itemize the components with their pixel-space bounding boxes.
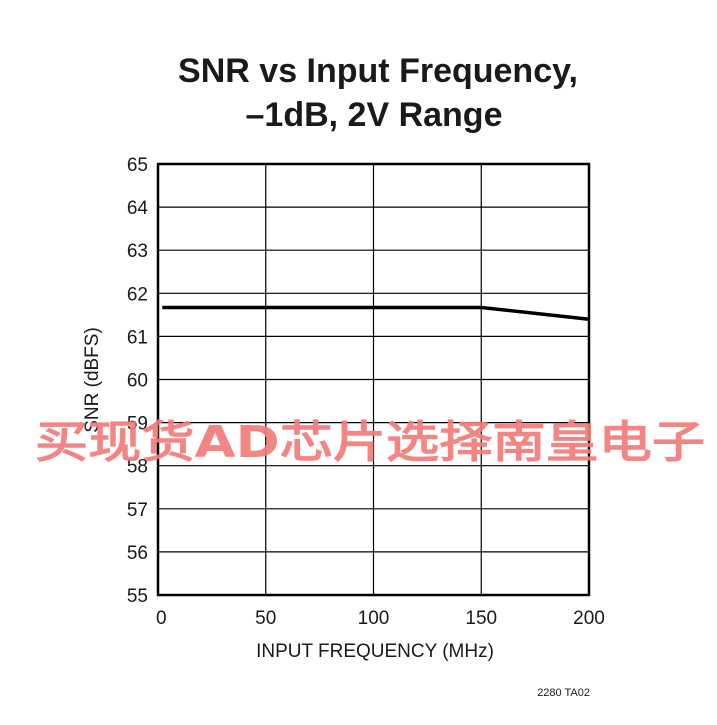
x-axis-label: INPUT FREQUENCY (MHz) bbox=[256, 641, 494, 662]
y-tick-label: 57 bbox=[127, 500, 148, 521]
chart-title-line-2: –1dB, 2V Range bbox=[246, 96, 503, 134]
y-tick-label: 61 bbox=[127, 327, 148, 348]
y-tick-label: 62 bbox=[127, 284, 148, 305]
y-tick-label: 58 bbox=[127, 457, 148, 478]
chart-title-line-1: SNR vs Input Frequency, bbox=[178, 52, 578, 90]
y-tick-label: 65 bbox=[127, 155, 148, 176]
grid bbox=[158, 164, 589, 595]
y-tick-label: 60 bbox=[127, 371, 148, 392]
series-line bbox=[162, 305, 590, 321]
y-tick-labels: 55 56 57 58 59 60 61 62 63 64 65 bbox=[127, 155, 149, 607]
y-tick-label: 55 bbox=[127, 586, 148, 607]
figure-code: 2280 TA02 bbox=[537, 687, 590, 699]
y-tick-label: 63 bbox=[127, 241, 148, 262]
x-tick-label: 50 bbox=[255, 608, 276, 629]
watermark-text: 买现货AD芯片选择南皇电子 bbox=[35, 417, 705, 468]
x-tick-label: 0 bbox=[156, 608, 167, 629]
y-axis-label: SNR (dBFS) bbox=[82, 327, 103, 433]
x-tick-label: 100 bbox=[358, 608, 390, 629]
y-tick-label: 56 bbox=[127, 543, 148, 564]
x-tick-label: 200 bbox=[573, 608, 605, 629]
x-tick-labels: 0 50 100 150 200 bbox=[156, 608, 605, 629]
x-tick-label: 150 bbox=[465, 608, 497, 629]
y-tick-label: 64 bbox=[127, 198, 149, 219]
data-series bbox=[162, 305, 590, 321]
y-tick-label: 59 bbox=[127, 414, 148, 435]
plot-frame bbox=[156, 162, 591, 597]
